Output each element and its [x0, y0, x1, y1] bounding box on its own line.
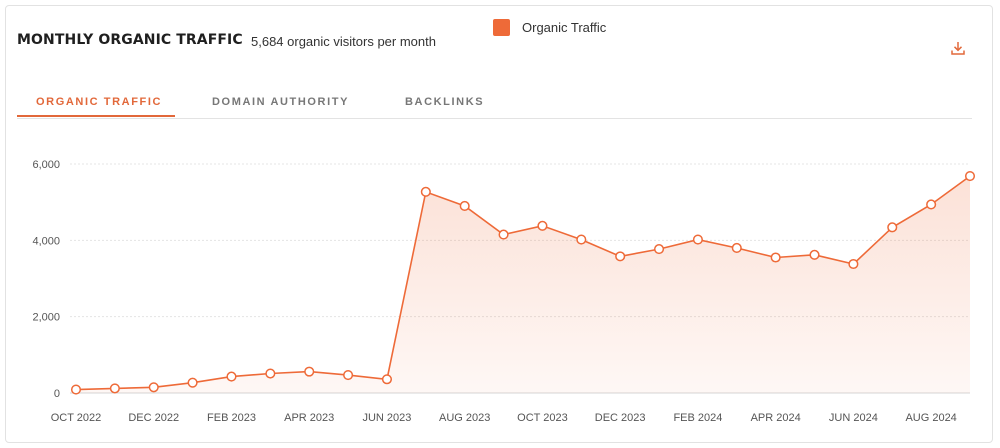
data-point[interactable] [576, 234, 587, 245]
data-point[interactable] [964, 171, 976, 182]
x-tick-label: JUN 2024 [829, 412, 878, 424]
chart-legend[interactable]: Organic Traffic [493, 19, 606, 36]
visitors-summary: 5,684 organic visitors per month [251, 34, 436, 49]
x-tick-label: AUG 2024 [905, 412, 956, 424]
chart-title: MONTHLY ORGANIC TRAFFIC [17, 32, 243, 48]
tab-domain-authority[interactable]: DOMAIN AUTHORITY [212, 96, 350, 108]
x-tick-label: JUN 2023 [362, 412, 411, 424]
tab-backlinks[interactable]: BACKLINKS [405, 96, 485, 108]
y-tick-label: 0 [54, 388, 60, 400]
data-point[interactable] [265, 368, 276, 379]
data-point[interactable] [653, 244, 665, 255]
x-tick-label: APR 2023 [284, 412, 334, 424]
legend-swatch [493, 19, 510, 36]
data-point[interactable] [187, 377, 198, 388]
x-tick-label: DEC 2022 [128, 412, 179, 424]
data-point[interactable] [692, 234, 703, 245]
y-tick-label: 4,000 [32, 235, 60, 247]
y-tick-label: 6,000 [32, 159, 60, 171]
data-point[interactable] [148, 382, 159, 393]
x-tick-label: AUG 2023 [439, 412, 490, 424]
data-point[interactable] [809, 249, 820, 260]
data-point[interactable] [343, 370, 354, 381]
data-point[interactable] [420, 186, 431, 197]
data-point[interactable] [848, 258, 859, 270]
active-tab-underline [17, 115, 175, 117]
data-point[interactable] [304, 366, 315, 377]
data-point[interactable] [70, 384, 82, 395]
data-point[interactable] [615, 251, 626, 262]
data-point[interactable] [109, 383, 120, 394]
data-point[interactable] [381, 374, 393, 385]
x-tick-label: FEB 2024 [673, 412, 722, 424]
x-tick-label: DEC 2023 [595, 412, 646, 424]
download-icon[interactable] [950, 40, 966, 56]
data-point[interactable] [770, 252, 781, 263]
data-point[interactable] [498, 229, 509, 240]
y-tick-label: 2,000 [32, 312, 60, 324]
data-point[interactable] [887, 222, 898, 233]
chart-tabs: ORGANIC TRAFFIC DOMAIN AUTHORITY BACKLIN… [17, 94, 972, 119]
x-tick-label: OCT 2022 [51, 412, 102, 424]
x-tick-label: APR 2024 [751, 412, 801, 424]
x-tick-label: OCT 2023 [517, 412, 568, 424]
data-point[interactable] [926, 199, 937, 210]
series-area-organic-traffic [76, 176, 970, 393]
data-point[interactable] [226, 371, 237, 382]
data-point[interactable] [731, 242, 742, 254]
data-point[interactable] [537, 220, 548, 231]
data-point[interactable] [459, 200, 470, 212]
tab-organic-traffic[interactable]: ORGANIC TRAFFIC [36, 96, 163, 108]
x-tick-label: FEB 2023 [207, 412, 256, 424]
legend-label: Organic Traffic [522, 20, 607, 35]
series-line-organic-traffic [75, 175, 971, 391]
